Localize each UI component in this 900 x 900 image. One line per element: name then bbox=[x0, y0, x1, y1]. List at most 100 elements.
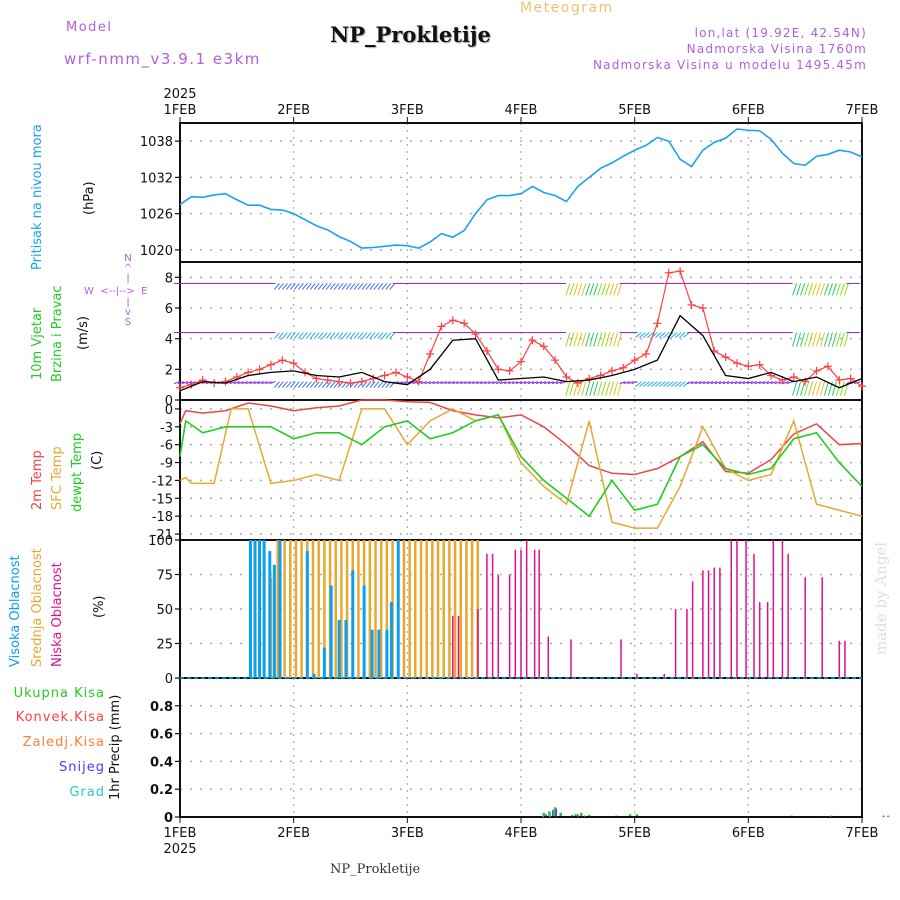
high-cloud-bar bbox=[362, 585, 366, 678]
wind-barb bbox=[341, 332, 348, 339]
wind-barb bbox=[361, 332, 368, 339]
wind-barb bbox=[282, 283, 288, 290]
x-tick-label-bottom: 6FEB bbox=[732, 826, 765, 841]
wind-barb bbox=[823, 332, 829, 347]
wind-barb bbox=[627, 381, 634, 385]
wind-barb bbox=[831, 332, 837, 347]
wind-barb bbox=[678, 332, 686, 338]
wind-barb bbox=[293, 332, 300, 339]
wind-barb bbox=[758, 381, 765, 385]
wind-barb bbox=[448, 381, 455, 385]
wind-barb bbox=[420, 381, 427, 385]
wind-barb bbox=[551, 381, 559, 385]
wind-barb bbox=[337, 283, 344, 290]
wind-barb bbox=[456, 381, 463, 385]
wind-barb bbox=[573, 381, 579, 396]
wind-barb bbox=[778, 381, 785, 385]
wind-barb bbox=[835, 283, 841, 296]
wind-barb bbox=[585, 332, 591, 347]
y-tick-label: 6 bbox=[165, 302, 173, 317]
y-tick-label: 1032 bbox=[140, 171, 173, 186]
wind-barb bbox=[241, 381, 248, 385]
wind-barb bbox=[812, 381, 818, 396]
wind-barb bbox=[714, 381, 722, 385]
wind-barb bbox=[792, 283, 798, 296]
mid-cloud-bar bbox=[276, 540, 280, 678]
wind-barb bbox=[682, 381, 690, 387]
wind-barb bbox=[181, 381, 189, 385]
y-tick-label: 0.6 bbox=[150, 728, 173, 743]
low-cloud-bar bbox=[821, 577, 823, 678]
high-cloud-bar bbox=[329, 585, 333, 678]
wind-barb bbox=[286, 381, 292, 388]
wind-barb bbox=[289, 332, 296, 339]
mid-cloud-bar bbox=[385, 540, 389, 678]
x-tick-label-top: 5FEB bbox=[618, 103, 651, 118]
high-cloud-bar bbox=[258, 540, 262, 678]
wind-barb bbox=[329, 381, 336, 388]
wind-barb bbox=[800, 283, 806, 296]
wind-barb bbox=[357, 283, 364, 290]
snow-bar bbox=[545, 814, 547, 817]
low-cloud-bar bbox=[520, 549, 522, 678]
wind-barb bbox=[385, 332, 392, 339]
total-precip-bar bbox=[886, 815, 890, 817]
wind-barb bbox=[404, 381, 411, 385]
x-tick-label-bottom: 4FEB bbox=[505, 826, 538, 841]
x-tick-label-bottom: 1FEB bbox=[164, 826, 197, 841]
wind-barb bbox=[827, 283, 833, 296]
wind-barb bbox=[605, 332, 611, 347]
wind-barb bbox=[635, 332, 642, 338]
wind-barb bbox=[527, 381, 535, 385]
y-tick-label: 50 bbox=[156, 603, 173, 618]
wind-barb bbox=[173, 381, 181, 385]
wind-barb bbox=[659, 381, 666, 387]
high-cloud-bar bbox=[322, 647, 326, 678]
wind-barb bbox=[309, 332, 316, 339]
mid-cloud-bar bbox=[453, 540, 457, 678]
mid-cloud-bar bbox=[317, 540, 320, 678]
wind-barb bbox=[738, 381, 746, 385]
wind-barb bbox=[468, 381, 475, 385]
low-cloud-bar bbox=[674, 609, 677, 678]
x-tick-label-top: 3FEB bbox=[391, 103, 424, 118]
wind-barb bbox=[843, 283, 849, 296]
wind-barb bbox=[301, 381, 308, 388]
low-cloud-bar bbox=[844, 640, 846, 678]
y-tick-label: -21 bbox=[152, 528, 173, 543]
low-cloud-bar bbox=[508, 574, 511, 678]
wind-barb bbox=[377, 283, 384, 290]
mid-cloud-bar bbox=[283, 540, 286, 678]
wind-barb bbox=[373, 332, 380, 339]
wind-barb bbox=[718, 381, 726, 385]
low-cloud-bar bbox=[691, 581, 694, 678]
wind-barb bbox=[278, 332, 284, 339]
compass-s: | v S bbox=[124, 297, 132, 328]
wind-barb bbox=[329, 332, 336, 339]
wind-barb bbox=[589, 332, 595, 347]
y-tick-label: 1038 bbox=[140, 135, 173, 150]
wind-barb bbox=[381, 332, 388, 339]
wind-barb bbox=[816, 283, 821, 296]
wind-barb bbox=[428, 381, 435, 385]
wind-barb bbox=[504, 381, 511, 385]
mid-cloud-bar bbox=[311, 540, 315, 678]
wind-barb bbox=[305, 332, 312, 339]
wind-barb bbox=[800, 381, 806, 396]
low-cloud-bar bbox=[730, 540, 733, 678]
wind-barb bbox=[365, 332, 372, 339]
wind-barb bbox=[313, 381, 320, 388]
low-cloud-bar bbox=[772, 540, 775, 678]
wind-barb bbox=[357, 332, 364, 339]
wind-barb bbox=[293, 283, 300, 290]
y-tick-label: 100 bbox=[148, 534, 173, 549]
x-tick-label-bottom: 5FEB bbox=[618, 826, 651, 841]
x-tick-label-top: 1FEB bbox=[164, 103, 197, 118]
total-precip-bar bbox=[574, 814, 577, 817]
wind-barb bbox=[702, 381, 710, 385]
wind-barb bbox=[305, 283, 312, 290]
low-cloud-bar bbox=[477, 609, 479, 678]
wind-barb bbox=[289, 283, 296, 290]
wind-barb bbox=[816, 332, 821, 347]
wind-barb bbox=[309, 283, 316, 290]
